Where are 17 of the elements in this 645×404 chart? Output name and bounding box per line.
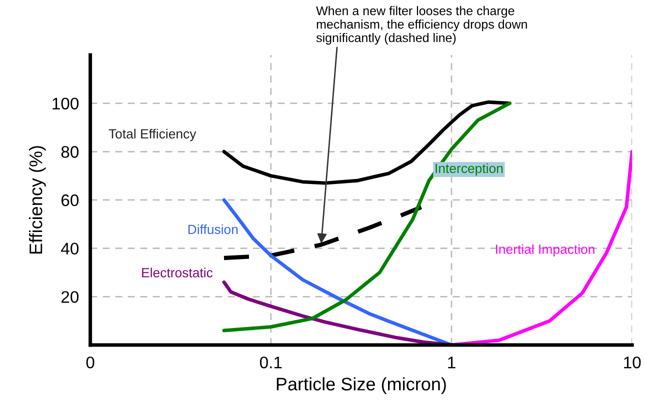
series-label: Electrostatic [142, 268, 213, 278]
y-tick-label: 60 [62, 194, 79, 206]
y-tick-label: 100 [52, 98, 79, 110]
series-label: Inertial Impaction [496, 244, 594, 257]
y-tick-label: 20 [61, 291, 79, 303]
series-label: Interception [436, 163, 503, 176]
annotation: When a new filter looses the charge mechanism, the efficiency drops down significantly (dashed line) [316, 6, 527, 45]
x-tick-label: 0 [86, 356, 94, 368]
x-tick-label: 0.1 [260, 356, 282, 368]
x-tick-label: 1 [448, 356, 456, 368]
x-tick-label: 10 [624, 356, 641, 368]
y-tick-label: 40 [61, 242, 79, 255]
x-axis-title: Particle Size (micron) [276, 377, 446, 394]
y-axis-title: Efficiency (%) [28, 146, 46, 254]
series-label: Diffusion [188, 224, 238, 234]
y-tick-label: 80 [61, 146, 79, 158]
text: Total Efficiency [108, 128, 196, 142]
